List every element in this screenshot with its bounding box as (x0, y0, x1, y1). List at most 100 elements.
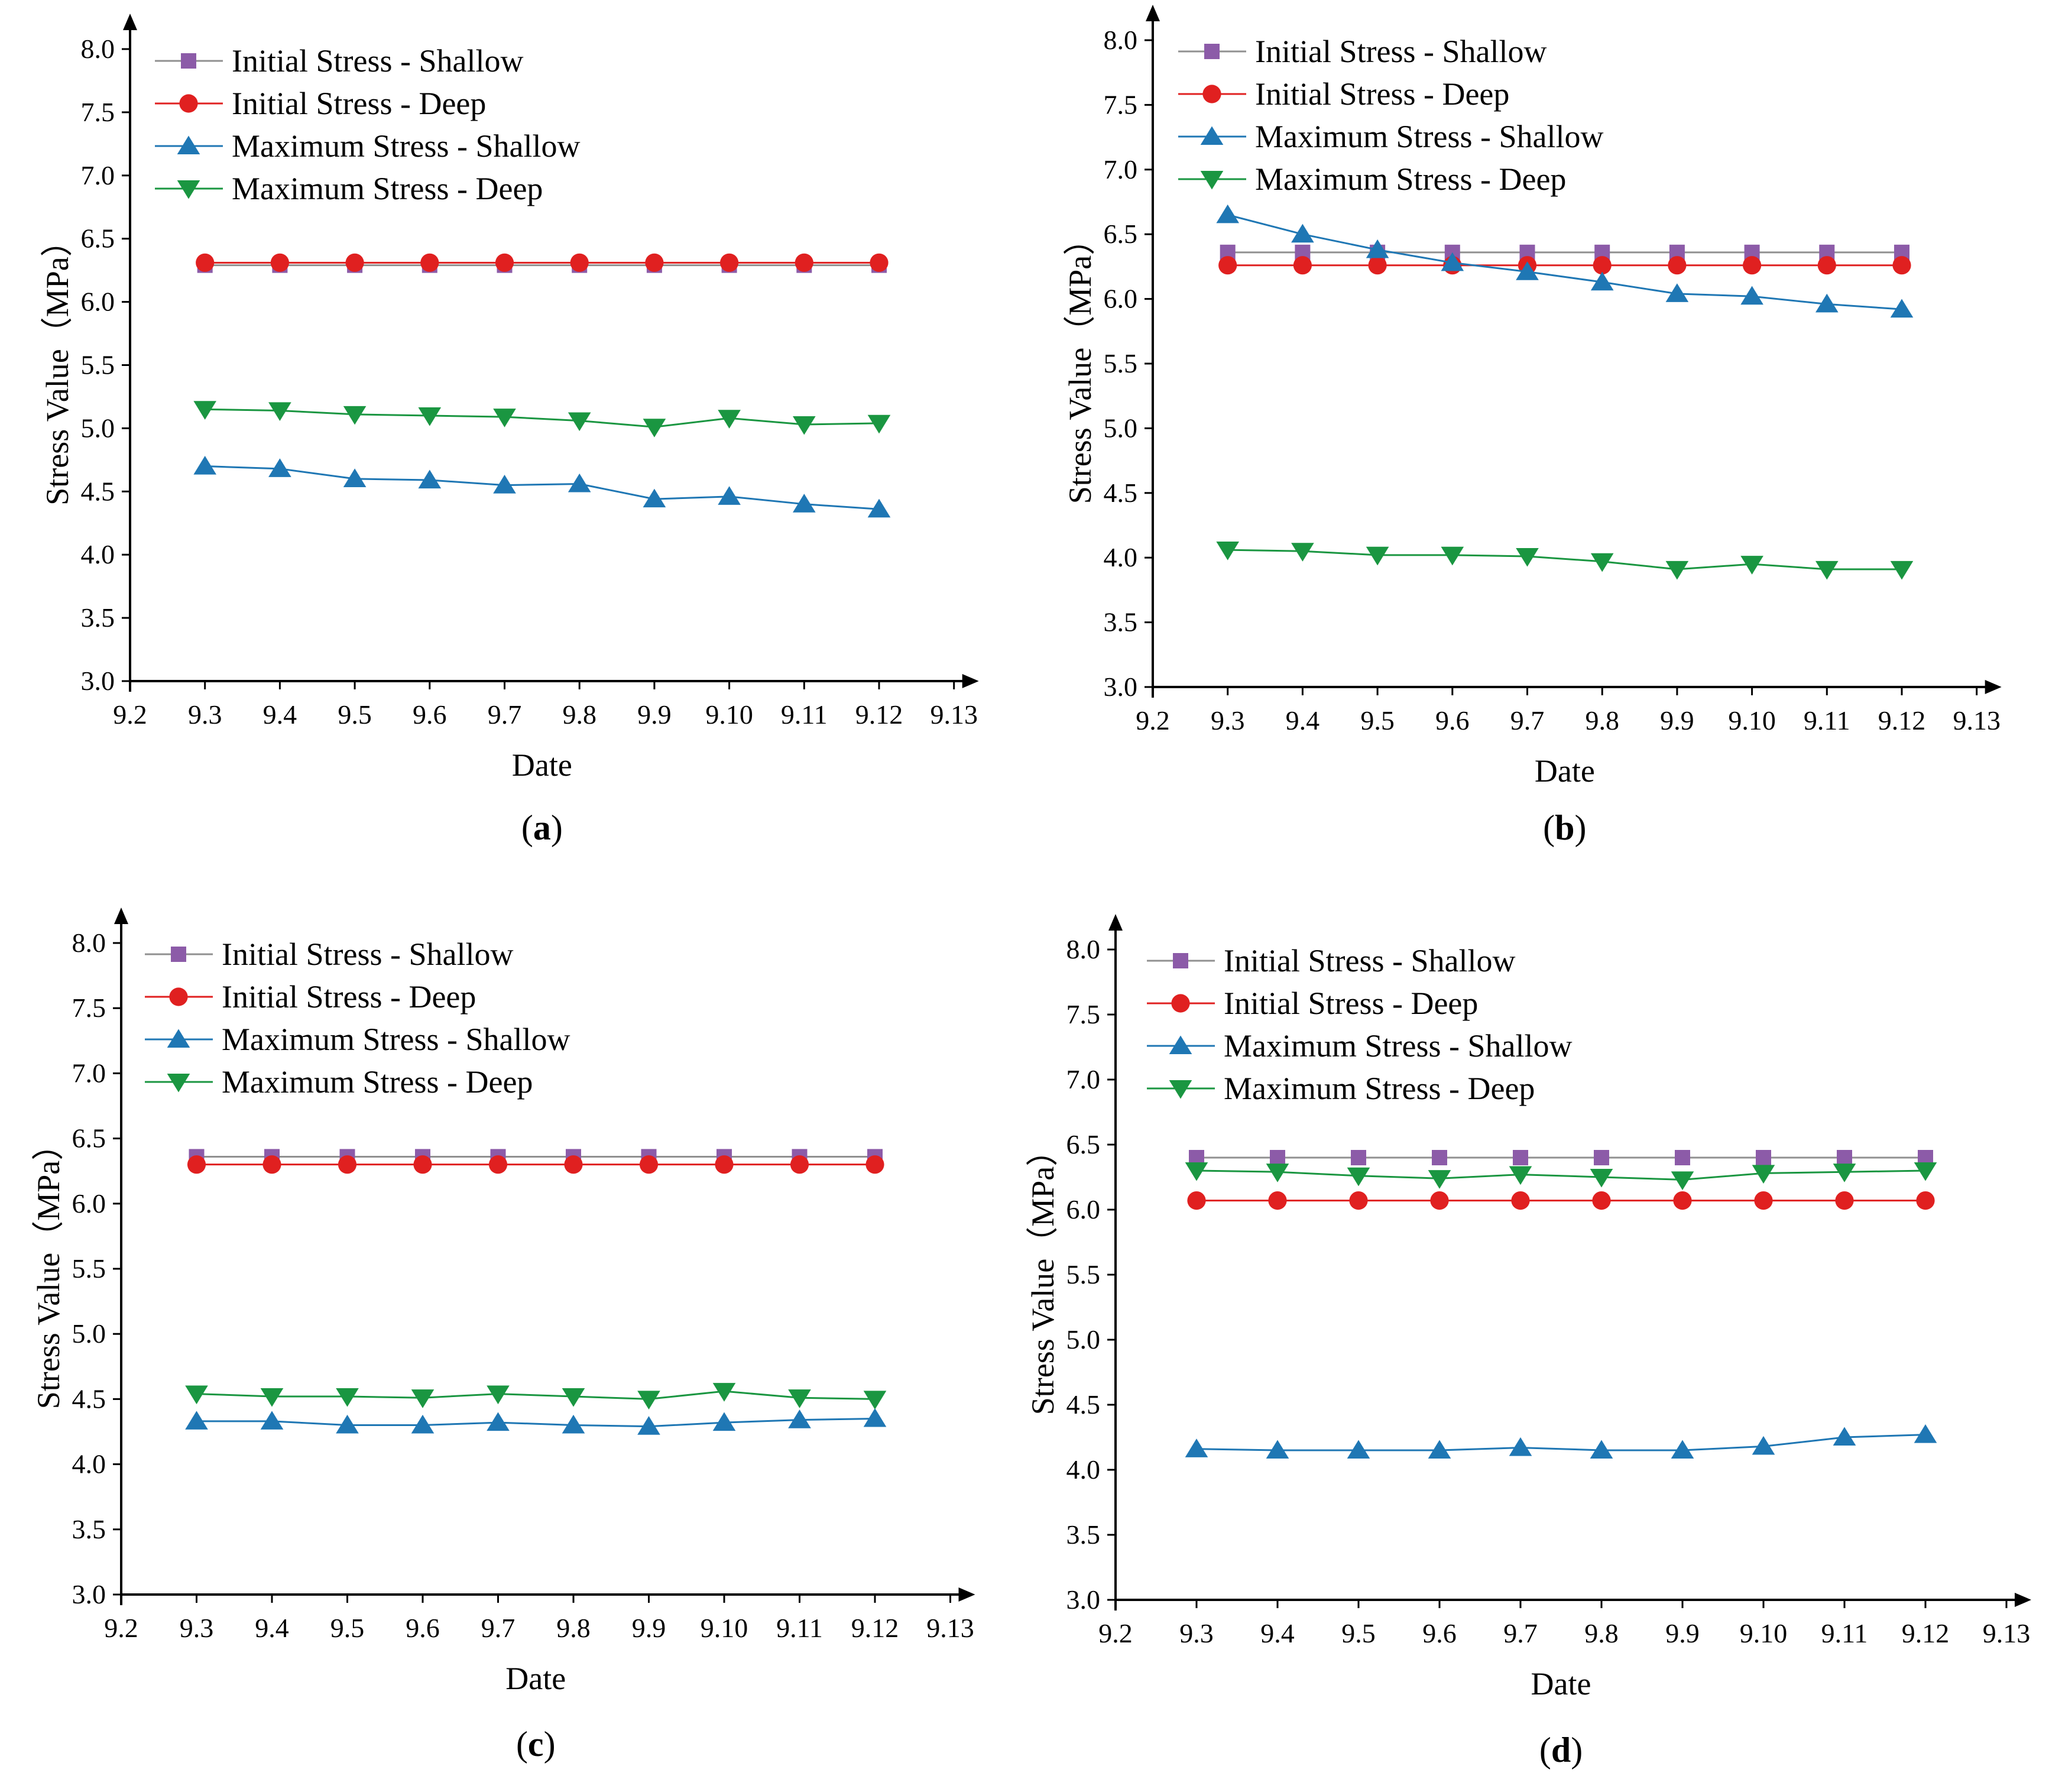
y-tick-label: 4.0 (1104, 542, 1138, 572)
legend-label: Initial Stress - Shallow (1255, 34, 1547, 69)
y-tick-label: 4.0 (1066, 1454, 1101, 1485)
series-1 (1189, 1150, 1933, 1165)
y-axis-arrow-icon (114, 908, 128, 924)
data-point (863, 1391, 887, 1409)
x-tick-label: 9.11 (776, 1613, 823, 1643)
x-tick-label: 9.4 (1286, 705, 1320, 735)
data-point (193, 401, 217, 420)
data-point (1671, 1171, 1694, 1190)
x-tick-label: 9.13 (1953, 705, 2001, 735)
data-point (1833, 1164, 1856, 1182)
legend-marker-icon (179, 94, 198, 113)
data-point (493, 475, 516, 494)
data-point (260, 1388, 284, 1407)
caption-open-paren: ( (1539, 1731, 1551, 1770)
data-point (1665, 560, 1689, 580)
y-tick-label: 4.0 (72, 1449, 106, 1479)
x-tick-label: 9.13 (926, 1613, 974, 1643)
x-tick-label: 9.13 (930, 699, 978, 730)
legend-label: Maximum Stress - Shallow (232, 128, 581, 164)
data-point (1740, 286, 1763, 305)
caption-open-paren: ( (1543, 808, 1555, 847)
y-tick-label: 6.5 (1066, 1129, 1101, 1159)
legend-marker-icon (1169, 1080, 1192, 1099)
data-point (715, 1155, 734, 1174)
data-point (1914, 1424, 1937, 1443)
series-4 (193, 401, 891, 438)
y-tick-label: 6.0 (1066, 1194, 1101, 1224)
data-point (1293, 256, 1312, 275)
series-3 (193, 455, 891, 518)
x-axis-title: Date (1531, 1666, 1591, 1702)
legend-marker-icon (171, 947, 186, 962)
data-point (1815, 560, 1839, 580)
data-point (1430, 1191, 1449, 1210)
y-tick-label: 3.0 (72, 1579, 106, 1609)
data-point (343, 406, 367, 425)
data-point (336, 1414, 359, 1434)
x-tick-label: 9.3 (1211, 705, 1245, 735)
y-tick-label: 7.0 (81, 160, 115, 190)
y-tick-label: 6.5 (81, 223, 115, 254)
x-tick-label: 9.4 (1260, 1618, 1295, 1648)
series-1 (189, 1149, 883, 1165)
y-tick-label: 5.0 (1066, 1324, 1101, 1354)
y-tick-label: 6.0 (81, 287, 115, 317)
x-tick-label: 9.11 (1804, 705, 1850, 735)
legend-marker-icon (167, 1073, 190, 1093)
legend-marker-icon (1204, 44, 1220, 59)
series-3 (1216, 204, 1914, 318)
data-point (639, 1155, 659, 1174)
data-point (345, 253, 364, 272)
x-tick-label: 9.11 (1821, 1618, 1868, 1648)
data-point (1752, 1435, 1775, 1455)
data-point (1752, 1165, 1775, 1184)
caption-letter: d (1551, 1731, 1571, 1770)
y-tick-label: 5.5 (1066, 1259, 1101, 1289)
y-tick-label: 7.0 (1104, 154, 1138, 184)
caption-letter: a (533, 808, 551, 847)
x-tick-label: 9.6 (406, 1613, 440, 1643)
y-tick-label: 3.5 (1066, 1519, 1101, 1550)
legend: Initial Stress - Shallow Initial Stress -… (1178, 34, 1604, 197)
data-point (1268, 1191, 1287, 1210)
data-point (1815, 293, 1839, 313)
y-axis-title: Stress Value（MPa） (1062, 223, 1098, 504)
data-point (1511, 1191, 1530, 1210)
data-point (1592, 1191, 1611, 1210)
data-point (870, 253, 889, 272)
legend-marker-icon (169, 987, 188, 1006)
data-point (185, 1411, 208, 1430)
x-tick-label: 9.8 (1585, 705, 1619, 735)
data-point (411, 1414, 435, 1434)
data-point (1916, 1191, 1935, 1210)
legend-marker-icon (167, 1029, 190, 1048)
x-tick-label: 9.12 (1878, 705, 1926, 735)
y-tick-label: 3.0 (1104, 672, 1138, 702)
data-point (187, 1155, 206, 1174)
series-4 (1185, 1162, 1937, 1190)
y-tick-label: 8.0 (1066, 934, 1101, 964)
data-point (418, 407, 442, 426)
y-axis-title: Stress Value（MPa） (31, 1129, 66, 1409)
x-tick-label: 9.9 (637, 699, 672, 730)
data-point (1914, 1162, 1937, 1181)
y-tick-label: 5.5 (1104, 348, 1138, 378)
x-tick-label: 9.13 (1983, 1618, 2031, 1648)
data-point (493, 409, 516, 427)
data-point (343, 468, 367, 487)
chart-panel-c: 3.0 3.5 4.0 4.5 5.0 5.5 6.0 6.5 7.0 7.5 8.0 9.2 9.3 9… (0, 896, 1024, 1792)
y-tick-label: 3.5 (81, 602, 115, 633)
data-point (1441, 546, 1464, 566)
data-point (568, 473, 591, 492)
x-tick-label: 9.5 (1360, 705, 1395, 735)
x-tick-label: 9.10 (701, 1613, 748, 1643)
y-tick-label: 6.5 (72, 1123, 106, 1153)
legend-label: Initial Stress - Shallow (222, 936, 513, 972)
data-point (1740, 556, 1763, 575)
y-tick-label: 4.5 (81, 476, 115, 506)
x-axis-arrow-icon (1985, 680, 2002, 694)
legend-marker-icon (1171, 994, 1190, 1013)
data-point (487, 1412, 510, 1431)
x-axis-arrow-icon (958, 1587, 975, 1602)
